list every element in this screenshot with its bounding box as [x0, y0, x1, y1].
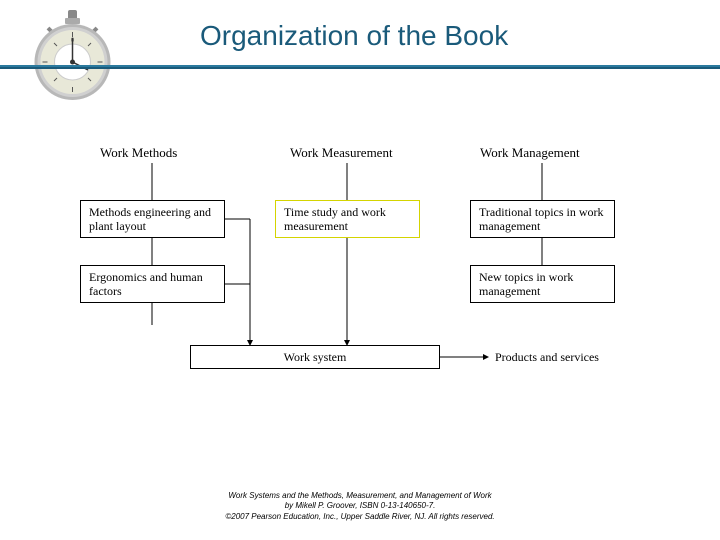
footer-line-1: Work Systems and the Methods, Measuremen… [0, 491, 720, 501]
title-underline [0, 65, 720, 69]
org-diagram: Work Methods Work Measurement Work Manag… [80, 145, 660, 405]
slide-title: Organization of the Book [200, 20, 508, 52]
stopwatch-icon: 0 [30, 10, 115, 110]
output-products-services: Products and services [495, 350, 599, 365]
box-new-topics: New topics in work management [470, 265, 615, 303]
box-traditional-topics: Traditional topics in work management [470, 200, 615, 238]
footer-line-2: by Mikell P. Groover, ISBN 0-13-140650-7… [0, 501, 720, 511]
col-header-measurement: Work Measurement [290, 145, 393, 161]
box-ergonomics: Ergonomics and human factors [80, 265, 225, 303]
box-time-study: Time study and work measurement [275, 200, 420, 238]
col-header-methods: Work Methods [100, 145, 177, 161]
slide-footer: Work Systems and the Methods, Measuremen… [0, 491, 720, 522]
footer-line-3: ©2007 Pearson Education, Inc., Upper Sad… [0, 512, 720, 522]
box-methods-engineering: Methods engineering and plant layout [80, 200, 225, 238]
box-work-system: Work system [190, 345, 440, 369]
col-header-management: Work Management [480, 145, 580, 161]
slide-header: 0 Organization of the Book [0, 0, 720, 105]
